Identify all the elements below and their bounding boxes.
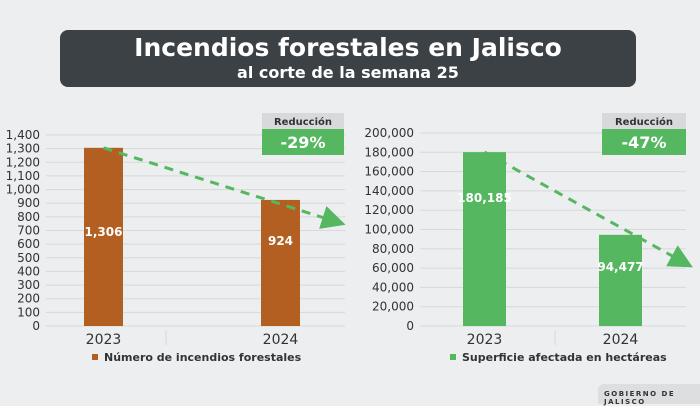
y-tick-label: 140,000 — [364, 184, 414, 198]
chart-subtitle: al corte de la semana 25 — [237, 63, 459, 82]
y-tick-label: 1,300 — [6, 142, 40, 156]
y-tick-label: 600 — [17, 237, 40, 251]
badge-header — [262, 113, 344, 129]
y-tick-label: 160,000 — [364, 165, 414, 179]
y-tick-label: 300 — [17, 278, 40, 292]
reduction-badge — [602, 129, 686, 155]
bar-2024 — [261, 199, 300, 326]
x-tick-label: 2024 — [263, 332, 299, 348]
y-tick-label: 40,000 — [372, 280, 414, 294]
y-tick-label: 400 — [17, 264, 40, 278]
data-label: 180,185 — [457, 191, 512, 205]
reduction-value: -29% — [281, 133, 326, 152]
y-tick-label: 900 — [17, 196, 40, 210]
bar-2023 — [84, 147, 123, 326]
x-tick-label: 2024 — [603, 332, 639, 348]
data-label: 924 — [268, 234, 293, 248]
x-tick-label: 2023 — [467, 332, 503, 348]
y-tick-label: 500 — [17, 251, 40, 265]
y-tick-label: 100 — [17, 305, 40, 319]
x-tick-label: 2023 — [86, 332, 122, 348]
y-tick-label: 20,000 — [372, 300, 414, 314]
y-tick-label: 1,100 — [6, 169, 40, 183]
bar-2023 — [463, 152, 506, 326]
y-tick-label: 60,000 — [372, 261, 414, 275]
data-label: 94,477 — [597, 260, 643, 274]
title-banner: Incendios forestales en Jalisco al corte… — [60, 30, 636, 87]
legend-swatch — [92, 354, 98, 360]
y-tick-label: 200,000 — [364, 126, 414, 140]
chart-title: Incendios forestales en Jalisco — [134, 33, 562, 62]
y-tick-label: 1,200 — [6, 155, 40, 169]
y-tick-label: 100,000 — [364, 223, 414, 237]
y-tick-label: 700 — [17, 224, 40, 238]
data-label: 1,306 — [85, 225, 123, 239]
bar-2024 — [599, 234, 642, 326]
y-tick-label: 800 — [17, 210, 40, 224]
trend-arrow — [483, 150, 693, 268]
y-tick-label: 120,000 — [364, 203, 414, 217]
badge-label: Reducción — [274, 116, 332, 128]
y-tick-label: 1,400 — [6, 128, 40, 142]
badge-label: Reducción — [615, 116, 673, 128]
y-tick-label: 0 — [32, 319, 40, 333]
y-tick-label: 1,000 — [6, 183, 40, 197]
badge-header — [602, 113, 686, 129]
footer-logo: GOBIERNO DE JALISCO — [598, 384, 700, 406]
legend-label: Número de incendios forestales — [104, 351, 302, 364]
y-tick-label: 0 — [406, 319, 414, 333]
reduction-value: -47% — [622, 133, 667, 152]
y-tick-label: 80,000 — [372, 242, 414, 256]
y-tick-label: 180,000 — [364, 145, 414, 159]
reduction-badge — [262, 129, 344, 155]
trend-arrow — [103, 146, 346, 229]
legend-label: Superficie afectada en hectáreas — [462, 351, 667, 364]
legend-swatch — [450, 354, 456, 360]
y-tick-label: 200 — [17, 292, 40, 306]
